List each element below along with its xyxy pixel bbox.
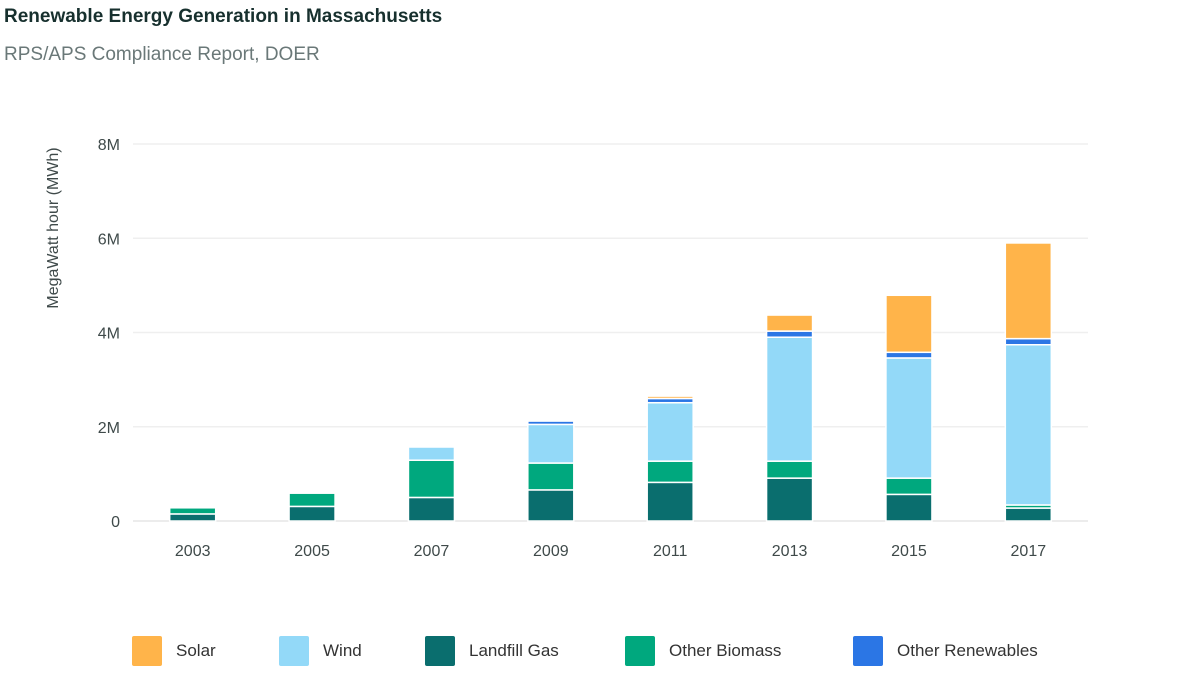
y-tick-label: 2M [98,420,120,437]
legend-label: Other Renewables [897,641,1038,660]
bar-segment-landfill-gas [288,505,336,522]
bar-segment-other-biomass [765,460,814,479]
y-tick-label: 8M [98,137,120,154]
bar-segment-other-renewables [527,420,575,426]
bar-segment-solar [765,314,814,332]
y-tick-label: 6M [98,231,120,248]
legend-label: Wind [323,641,362,660]
bar-segment-wind [527,423,575,464]
bar-segment-other-biomass [288,492,336,508]
legend-item[interactable]: Solar [132,636,216,666]
bar-segment-landfill-gas [527,489,575,522]
bar-segment-solar [885,294,933,354]
bar-segment-other-renewables [765,330,814,338]
legend-item[interactable]: Wind [279,636,362,666]
bar-segment-wind [885,357,933,479]
legend-label: Other Biomass [669,641,782,660]
bar-segment-wind [646,401,694,462]
bar-segment-solar [646,395,694,400]
x-tick-label: 2013 [772,543,808,560]
bar-segment-landfill-gas [765,477,814,522]
legend: Solar Wind Landfill Gas Other Biomass Other … [0,636,1187,672]
legend-label: Solar [176,641,216,660]
x-tick-label: 2003 [175,543,211,560]
chart-title: Renewable Energy Generation in Massachus… [4,6,443,27]
x-tick-label: 2017 [1011,543,1047,560]
bar-segment-other-biomass [168,507,217,515]
y-tick-label: 0 [111,514,120,531]
bar-segment-other-renewables [885,351,933,359]
legend-swatch [853,636,883,666]
bar-segment-other-biomass [885,477,933,496]
legend-label: Landfill Gas [469,641,559,660]
bar-segment-landfill-gas [646,481,694,522]
x-tick-label: 2015 [891,543,927,560]
stacked-bar-chart: 0 2M 4M 6M 8M MegaWatt hour (MWh) 2003 2005 2007… [45,137,1088,560]
y-axis-label: MegaWatt hour (MWh) [45,147,62,308]
bar-segment-landfill-gas [168,513,217,522]
x-tick-label: 2009 [533,543,569,560]
bar-segment-wind [407,446,456,461]
bar-segment-wind [1004,344,1053,506]
y-tick-label: 4M [98,326,120,343]
bar-segment-landfill-gas [885,493,933,522]
bar-segment-other-biomass [407,459,456,499]
chart-subtitle: RPS/APS Compliance Report, DOER [4,44,320,65]
legend-swatch [132,636,162,666]
legend-item[interactable]: Other Biomass [625,636,781,666]
bar-segment-other-biomass [646,460,694,484]
legend-swatch [279,636,309,666]
bar-segment-solar [1004,242,1053,340]
bar-segment-wind [765,336,814,462]
x-tick-label: 2007 [414,543,450,560]
legend-swatch [425,636,455,666]
legend-item[interactable]: Landfill Gas [425,636,559,666]
bar-segment-landfill-gas [1004,507,1053,522]
bar-segment-other-biomass [527,462,575,491]
bar-segment-other-renewables [1004,337,1053,346]
legend-swatch [625,636,655,666]
x-tick-label: 2011 [653,543,688,560]
bar-segment-landfill-gas [407,496,456,522]
legend-item[interactable]: Other Renewables [853,636,1038,666]
x-tick-label: 2005 [294,543,330,560]
